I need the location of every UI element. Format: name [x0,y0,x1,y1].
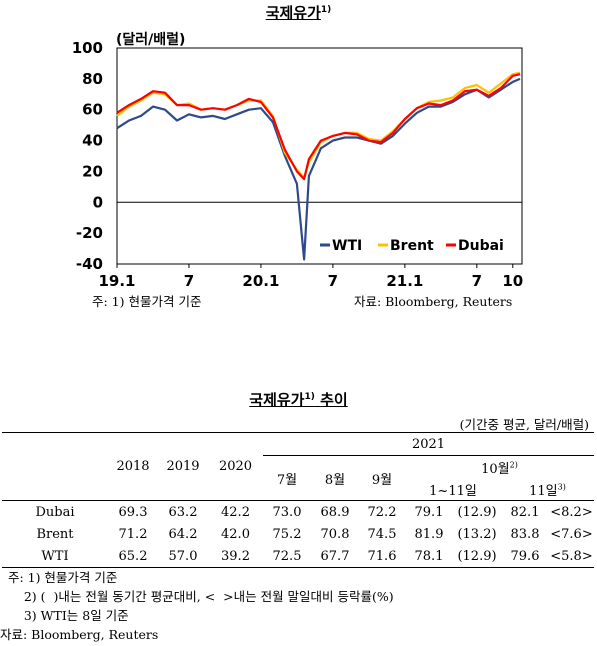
legend-label-wti: WTI [332,238,362,254]
header-2018: 2018 [108,432,158,501]
y-tick-label: -40 [76,255,103,273]
series-group [116,71,521,261]
plot-frame [116,47,523,265]
x-axis: 19.1 7 20.1 7 21.1 7 10 [98,264,523,290]
table-cell: 63.2 [158,500,208,523]
header-2020: 2020 [208,432,263,501]
table-cell: 71.2 [118,526,148,542]
table-cell: 82.1 [501,500,549,523]
table-cell: 67.7 [311,545,359,568]
header-sep: 9월 [359,455,405,501]
y-tick-label: 100 [72,39,103,57]
chart-title-footnote: 1) [320,5,332,15]
table-notes: 주: 1) 현물가격 기준 2) ( )내는 전월 동기간 평균대비, < >내… [0,568,394,644]
y-tick-label: -20 [76,224,103,242]
header-oct: 10월2) [481,460,518,477]
table-cell: 42.2 [208,500,263,523]
table-cell: 72.5 [263,545,311,568]
row-label: Dubai [2,500,108,523]
table-cell: 74.5 [367,526,397,542]
table-cell: 72.2 [359,500,405,523]
table-cell: <7.6> [550,526,593,542]
table-cell: 68.9 [311,500,359,523]
table-cell: 75.2 [272,526,302,542]
header-oct-11: 11일3) [501,478,594,501]
table-cell: 57.0 [158,545,208,568]
header-corner [2,432,108,501]
table-cell: 79.6 [501,545,549,568]
table-cell: 70.8 [320,526,350,542]
x-tick-label: 19.1 [98,272,135,290]
table-title-footnote: 1) [304,392,315,402]
table-cell: <5.8> [549,545,594,568]
table-row: Brent 71.2 64.2 42.0 75.2 70.8 74.5 81.9 (13.2) 8… [2,523,594,545]
table-cell: 64.2 [168,526,198,542]
table-cell: 42.0 [221,526,250,542]
header-jul: 7월 [263,455,311,501]
table-cell: 83.8 [510,526,540,542]
table-note-2: 2) ( )내는 전월 동기간 평균대비, < >내는 전월 말일대비 등락률(… [0,589,394,604]
table-cell: 39.2 [208,545,263,568]
series-line-dubai [116,73,521,181]
header-aug: 8월 [311,455,359,501]
header-oct-1-11: 1~11일 [405,478,501,501]
row-label: WTI [2,545,108,568]
y-tick-label: 20 [82,162,103,180]
table-unit: (기간중 평균, 달러/배럴) [459,417,589,432]
header-2019: 2019 [158,432,208,501]
x-tick-label: 7 [328,272,338,290]
chart-note: 주: 1) 현물가격 기준 [92,294,202,309]
legend: WTI Brent Dubai [320,238,504,254]
table-cell: 69.3 [108,500,158,523]
y-tick-label: 0 [93,193,103,211]
y-tick-label: 60 [82,101,103,119]
chart-title: 국제유가1) [0,2,597,23]
table-cell: 79.1 [405,500,453,523]
table-title-text: 국제유가 [249,391,305,409]
table-body: Dubai 69.3 63.2 42.2 73.0 68.9 72.2 79.1 (12.9) 8… [2,500,594,568]
table-note-3: 3) WTI는 8일 기준 [0,608,129,623]
x-tick-label: 7 [472,272,482,290]
chart-source: 자료: Bloomberg, Reuters [354,294,513,309]
table-title-suffix: 추이 [320,391,348,409]
table-cell: 71.6 [359,545,405,568]
legend-label-dubai: Dubai [458,238,504,254]
oil-price-chart: (달러/배럴) 100 80 60 40 20 0 -20 -40 19.1 7 20.1 7 21.… [72,32,524,290]
oil-price-table: 2018 2019 2020 2021 7월 8월 9월 10월2) 1~11일… [2,432,594,568]
table-row: Dubai 69.3 63.2 42.2 73.0 68.9 72.2 79.1 (12.9) 8… [2,500,594,523]
header-2021: 2021 [263,432,594,456]
chart-title-text: 국제유가 [265,4,321,22]
table-source: 자료: Bloomberg, Reuters [0,627,159,642]
y-tick-label: 80 [82,70,103,88]
table-cell: (12.9) [453,500,501,523]
x-tick-label: 10 [502,272,523,290]
table-row: WTI 65.2 57.0 39.2 72.5 67.7 71.6 78.1 (12.9) 79.… [2,545,594,568]
table-cell: (12.9) [453,545,501,568]
table-cell: 65.2 [108,545,158,568]
x-tick-label: 7 [184,272,194,290]
y-axis-unit-label: (달러/배럴) [116,32,185,48]
y-axis: 100 80 60 40 20 0 -20 -40 [72,39,103,273]
table-cell: 73.0 [263,500,311,523]
table-note-1: 주: 1) 현물가격 기준 [0,570,118,585]
y-tick-label: 40 [82,132,103,150]
row-label: Brent [36,526,74,542]
x-tick-label: 20.1 [242,272,279,290]
table-cell: (13.2) [457,526,497,542]
legend-label-brent: Brent [390,238,434,254]
table-title: 국제유가1) 추이 [0,389,597,410]
x-tick-label: 21.1 [386,272,423,290]
table-cell: 78.1 [405,545,453,568]
table-cell: <8.2> [549,500,594,523]
series-line-wti [116,77,521,261]
series-line-brent [116,71,521,179]
table-cell: 81.9 [414,526,444,542]
